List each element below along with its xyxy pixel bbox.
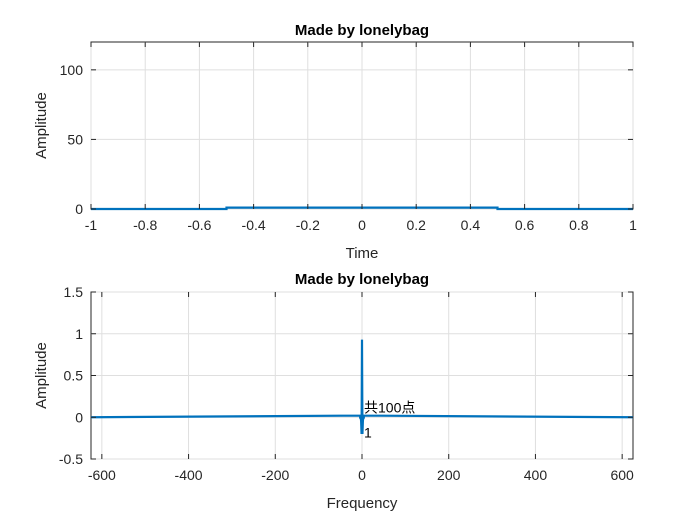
x-axis-label: Frequency xyxy=(327,495,398,512)
x-tick-labels: -1 -0.8 -0.6 -0.4 -0.2 0 0.2 0.4 0.6 0.8 1 xyxy=(85,217,637,233)
x-tick-label: -0.6 xyxy=(187,217,211,233)
data-tip-label: 1 xyxy=(364,424,372,440)
annotations: 共100点 1 xyxy=(359,399,415,440)
y-tick-label: 0.5 xyxy=(64,368,84,384)
x-tick-label: -200 xyxy=(261,467,289,483)
x-tick-label: 600 xyxy=(610,467,634,483)
x-tick-label: 1 xyxy=(629,217,637,233)
time-domain-plot: -1 -0.8 -0.6 -0.4 -0.2 0 0.2 0.4 0.6 0.8 1 050100 … xyxy=(33,22,637,262)
x-tick-label: -0.8 xyxy=(133,217,157,233)
data-tip-marker xyxy=(359,414,365,421)
x-tick-label: 0 xyxy=(358,217,366,233)
x-tick-label: -400 xyxy=(175,467,203,483)
y-tick-label: -0.5 xyxy=(59,451,83,467)
y-axis-label: Amplitude xyxy=(33,342,50,409)
y-tick-label: 0 xyxy=(75,201,83,217)
grid xyxy=(90,42,634,210)
x-tick-label: 0.8 xyxy=(569,217,589,233)
x-tick-label: 0.4 xyxy=(461,217,481,233)
x-tick-label: 200 xyxy=(437,467,461,483)
x-axis-label: Time xyxy=(346,245,379,262)
frequency-domain-plot: 共100点 1 -600 -400 -200 0 200 400 600 -0.5 0 0.5 1 1… xyxy=(33,271,634,512)
y-tick-label: 1.5 xyxy=(64,284,84,300)
data-tip-label: 共100点 xyxy=(364,399,415,415)
x-tick-label: -1 xyxy=(85,217,98,233)
x-tick-label: 400 xyxy=(524,467,548,483)
y-tick-labels: 0 50 100 xyxy=(60,62,84,217)
x-tick-label: 0 xyxy=(358,467,366,483)
y-tick-label: 50 xyxy=(67,131,83,147)
chart-title: Made by lonelybag xyxy=(295,271,429,288)
y-tick-label: 100 xyxy=(60,62,84,78)
chart-title: Made by lonelybag xyxy=(295,22,429,39)
x-tick-label: -600 xyxy=(88,467,116,483)
y-tick-label: 1 xyxy=(75,326,83,342)
x-tick-label: -0.4 xyxy=(242,217,266,233)
x-tick-label: 0.6 xyxy=(515,217,535,233)
y-tick-labels: -0.5 0 0.5 1 1.5 xyxy=(59,284,83,467)
x-tick-label: 0.2 xyxy=(406,217,426,233)
y-tick-label: 0 xyxy=(75,409,83,425)
x-tick-label: -0.2 xyxy=(296,217,320,233)
y-axis-label: Amplitude xyxy=(33,92,50,159)
x-tick-labels: -600 -400 -200 0 200 400 600 xyxy=(88,467,634,483)
